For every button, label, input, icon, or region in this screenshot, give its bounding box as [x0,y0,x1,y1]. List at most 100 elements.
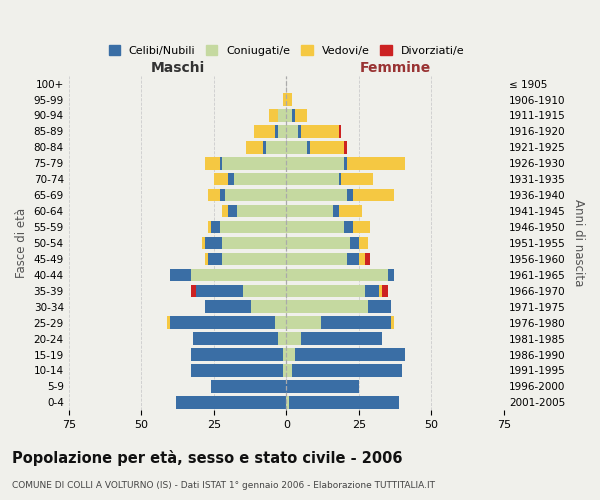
Bar [391,316,394,329]
Bar [275,316,286,329]
Bar [286,205,333,218]
Bar [191,268,286,281]
Bar [333,205,338,218]
Bar [347,252,359,265]
Bar [263,141,266,154]
Bar [289,396,400,408]
Bar [286,141,307,154]
Bar [275,125,278,138]
Text: COMUNE DI COLLI A VOLTURNO (IS) - Dati ISTAT 1° gennaio 2006 - Elaborazione TUTT: COMUNE DI COLLI A VOLTURNO (IS) - Dati I… [12,480,435,490]
Bar [292,364,403,376]
Bar [191,348,283,360]
Bar [286,110,292,122]
Bar [286,348,295,360]
Bar [278,332,286,345]
Bar [295,348,405,360]
Bar [228,173,234,186]
Bar [368,300,391,313]
Bar [286,396,289,408]
Bar [223,252,286,265]
Bar [286,380,359,392]
Y-axis label: Fasce di età: Fasce di età [15,208,28,278]
Bar [350,236,359,249]
Bar [278,110,286,122]
Bar [344,157,347,170]
Bar [205,157,220,170]
Bar [208,189,220,202]
Bar [286,332,301,345]
Bar [286,157,344,170]
Bar [344,221,353,233]
Bar [286,300,368,313]
Bar [307,141,310,154]
Bar [251,300,286,313]
Bar [283,94,286,106]
Bar [286,173,338,186]
Bar [298,125,301,138]
Bar [286,221,344,233]
Bar [254,125,275,138]
Bar [388,268,394,281]
Bar [292,110,295,122]
Bar [220,189,226,202]
Bar [228,205,237,218]
Bar [338,173,341,186]
Bar [338,125,341,138]
Bar [379,284,382,297]
Bar [359,236,368,249]
Bar [286,252,347,265]
Bar [243,284,286,297]
Bar [359,252,365,265]
Bar [205,236,223,249]
Bar [211,380,286,392]
Bar [286,268,388,281]
Bar [223,205,228,218]
Bar [301,125,338,138]
Bar [193,332,278,345]
Bar [283,364,286,376]
Bar [176,396,286,408]
Bar [245,141,263,154]
Bar [170,268,191,281]
Legend: Celibi/Nubili, Coniugati/e, Vedovi/e, Divorziati/e: Celibi/Nubili, Coniugati/e, Vedovi/e, Di… [104,41,469,60]
Bar [286,189,347,202]
Bar [353,189,394,202]
Bar [208,252,223,265]
Bar [301,332,382,345]
Bar [341,173,373,186]
Bar [234,173,286,186]
Bar [382,284,388,297]
Bar [347,189,353,202]
Bar [205,252,208,265]
Bar [278,125,286,138]
Text: Maschi: Maschi [151,61,205,75]
Bar [167,316,170,329]
Bar [353,221,370,233]
Bar [283,348,286,360]
Bar [295,110,307,122]
Bar [338,205,362,218]
Text: Popolazione per età, sesso e stato civile - 2006: Popolazione per età, sesso e stato civil… [12,450,403,466]
Bar [266,141,286,154]
Bar [223,236,286,249]
Bar [220,157,223,170]
Bar [286,316,321,329]
Bar [344,141,347,154]
Bar [321,316,391,329]
Bar [208,221,211,233]
Bar [223,157,286,170]
Bar [191,284,196,297]
Bar [196,284,243,297]
Bar [286,284,365,297]
Bar [214,173,228,186]
Bar [286,236,350,249]
Bar [286,125,298,138]
Bar [211,221,220,233]
Text: Femmine: Femmine [359,61,431,75]
Bar [202,236,205,249]
Bar [286,364,292,376]
Bar [226,189,286,202]
Bar [237,205,286,218]
Bar [310,141,344,154]
Bar [286,94,292,106]
